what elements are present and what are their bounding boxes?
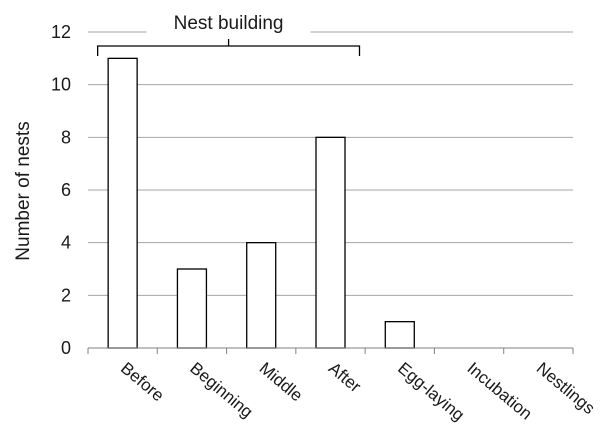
x-tick-label: Nestlings: [533, 359, 599, 418]
y-tick-labels: 0 2 4 6 8 10 12: [51, 22, 71, 358]
y-tick-label: 12: [51, 22, 71, 42]
x-tick-label: Egg-laying: [394, 359, 468, 425]
y-tick-label: 2: [61, 285, 71, 305]
bar-egg-laying: [384, 321, 415, 349]
y-tick-label: 6: [61, 180, 71, 200]
y-tick-label: 8: [61, 127, 71, 147]
bar-beginning: [176, 268, 208, 349]
bracket-line: [96, 39, 361, 56]
nest-building-bracket: Nest building: [96, 10, 361, 56]
bars: [107, 57, 415, 349]
x-tick-label: Incubation: [464, 359, 536, 424]
x-tick-label: Middle: [256, 359, 307, 406]
axes: [87, 347, 574, 354]
y-tick-label: 10: [51, 75, 71, 95]
x-tick-labels: Before Beginning Middle After Egg-layingIncu…: [117, 359, 598, 425]
x-tick-label: After: [325, 359, 365, 397]
x-tick-label: Before: [117, 359, 168, 406]
bracket-label: Nest building: [174, 13, 284, 34]
bracket-label-background: [146, 10, 311, 36]
y-tick-label: 0: [61, 338, 71, 358]
y-tick-label: 4: [61, 233, 71, 253]
y-axis-title: Number of nests: [13, 121, 34, 260]
x-tick-label: Beginning: [186, 359, 256, 422]
bar-after: [315, 136, 346, 349]
bar-middle: [246, 242, 277, 349]
bar-before: [107, 57, 138, 349]
